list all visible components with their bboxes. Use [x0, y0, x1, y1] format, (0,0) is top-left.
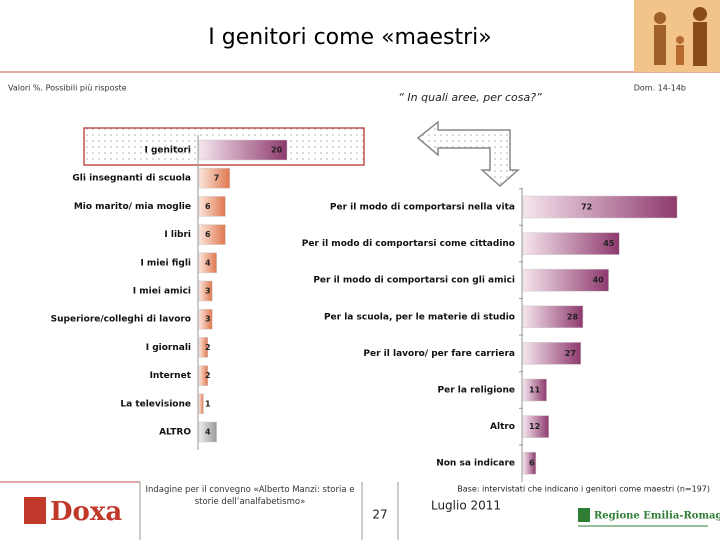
- value-label: 3: [205, 287, 211, 296]
- bar: [198, 393, 204, 415]
- logo-text: Regione Emilia-Romagna: [594, 511, 720, 522]
- value-label: 7: [214, 174, 220, 183]
- survey-text: Indagine per il convegno «Alberto Manzi:…: [145, 485, 355, 507]
- bar: [522, 378, 547, 402]
- category-label: Mio marito/ mia moglie: [74, 202, 191, 212]
- category-label: Gli insegnanti di scuola: [72, 174, 191, 184]
- category-label: I miei figli: [140, 258, 191, 268]
- bar: [198, 337, 209, 358]
- category-label: ALTRO: [159, 428, 191, 438]
- question-ref: Dom. 14-14b: [634, 84, 686, 93]
- value-label: 6: [529, 459, 535, 468]
- bar: [198, 139, 288, 161]
- page-number: 27: [372, 508, 387, 522]
- region-logo: Regione Emilia-Romagna: [578, 508, 720, 527]
- category-label: Per il lavoro/ per fare carriera: [363, 349, 515, 359]
- title: I genitori come «maestri»: [208, 25, 491, 50]
- value-label: 4: [205, 428, 211, 437]
- bar: [198, 421, 217, 443]
- value-label: 40: [593, 276, 605, 285]
- value-label: 45: [603, 239, 615, 248]
- category-label: Per il modo di comportarsi nella vita: [330, 203, 515, 213]
- value-label: 2: [205, 371, 211, 380]
- logo-text: Doxa: [50, 497, 122, 527]
- value-label: 3: [205, 315, 211, 324]
- note: Valori %. Possibili più risposte: [8, 84, 127, 93]
- category-label: I miei amici: [133, 287, 191, 297]
- category-label: I libri: [164, 230, 191, 240]
- value-label: 28: [567, 312, 579, 321]
- category-label: La televisione: [120, 399, 191, 409]
- category-label: Internet: [150, 371, 192, 381]
- category-label: I genitori: [144, 146, 191, 156]
- value-label: 20: [271, 146, 283, 155]
- bar: [198, 280, 213, 302]
- bar: [198, 224, 226, 245]
- category-label: Per la scuola, per le materie di studio: [324, 312, 515, 322]
- family-image: [634, 0, 720, 72]
- category-label: Non sa indicare: [436, 459, 515, 469]
- question: “ In quali aree, per cosa?”: [398, 91, 542, 104]
- bar: [522, 451, 537, 475]
- doxa-logo: Doxa: [24, 497, 122, 527]
- value-label: 12: [529, 422, 540, 431]
- bar: [198, 308, 213, 330]
- category-label: Altro: [490, 422, 515, 432]
- value-label: 72: [581, 203, 592, 212]
- value-label: 4: [205, 258, 211, 267]
- bar: [198, 252, 217, 274]
- bar: [522, 415, 549, 438]
- bar: [522, 342, 582, 365]
- base-note: Base: intervistati che indicano i genito…: [457, 485, 710, 494]
- arrow: [416, 120, 520, 188]
- value-label: 6: [205, 230, 211, 239]
- category-label: Superiore/colleghi di lavoro: [51, 315, 191, 325]
- bar: [522, 305, 584, 329]
- category-label: I giornali: [146, 343, 191, 353]
- category-label: Per il modo di comportarsi con gli amici: [313, 276, 515, 286]
- bar: [522, 195, 678, 219]
- category-label: Per la religione: [438, 386, 516, 396]
- bar: [522, 268, 609, 292]
- date: Luglio 2011: [431, 499, 501, 513]
- bar: [198, 365, 209, 386]
- category-label: Per il modo di comportarsi come cittadin…: [302, 239, 515, 249]
- value-label: 27: [565, 349, 576, 358]
- value-label: 2: [205, 343, 211, 352]
- value-label: 1: [205, 399, 211, 408]
- bar: [198, 167, 231, 189]
- value-label: 6: [205, 202, 211, 211]
- value-label: 11: [529, 386, 541, 395]
- bar: [198, 196, 226, 217]
- survey-box: Indagine per il convegno «Alberto Manzi:…: [145, 485, 355, 507]
- bar: [522, 232, 620, 255]
